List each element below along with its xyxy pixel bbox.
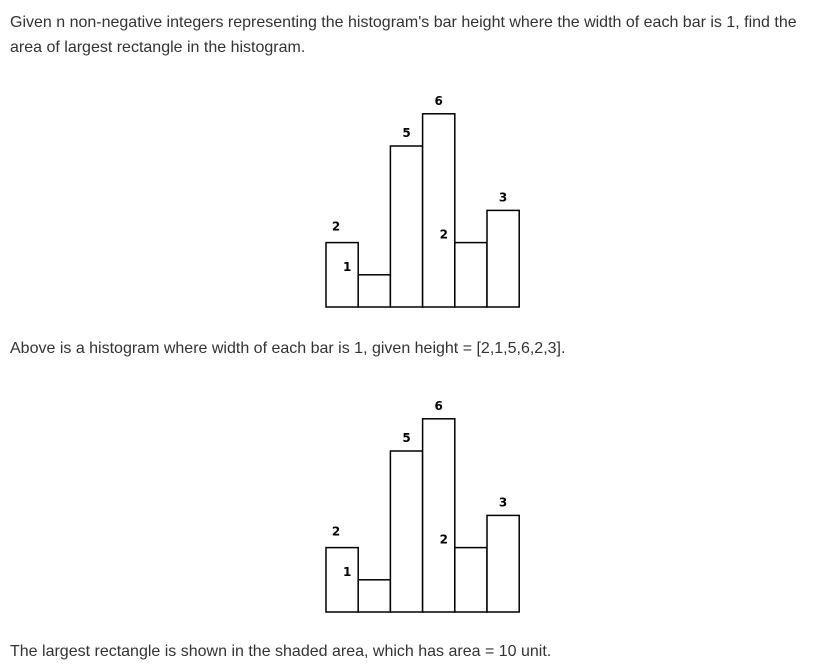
- highlight-histogram-bar-1: [357, 579, 392, 613]
- histogram-bar-label-5: 3: [499, 190, 507, 204]
- histogram-bar-2: [389, 145, 424, 308]
- histogram-bar-3: [421, 113, 456, 308]
- histogram-bar-label-3: 6: [435, 94, 443, 108]
- histogram-bar-label-0: 2: [332, 220, 340, 234]
- histogram-bar-label-4: 2: [440, 228, 448, 242]
- highlight-histogram-bar-label-4: 2: [440, 533, 448, 547]
- histogram-diagram: 2 1 5 6 2 3: [325, 94, 520, 308]
- highlight-histogram-bar-2: [389, 450, 424, 613]
- highlight-histogram-bar-label-2: 5: [402, 431, 410, 445]
- histogram-bar-1: [357, 274, 392, 308]
- histogram-bar-0: [325, 241, 359, 308]
- highlight-histogram-bar-4: [454, 546, 488, 613]
- histogram-largest-rectangle-diagram: 2 1 5 6 2 3: [325, 399, 520, 613]
- highlight-histogram-bar-label-1: 1: [343, 565, 351, 579]
- highlight-histogram-bar-0: [325, 546, 359, 613]
- problem-statement: Given n non-negative integers representi…: [10, 14, 797, 56]
- histogram-bar-4: [454, 241, 488, 308]
- histogram-bar-label-1: 1: [343, 260, 351, 274]
- highlight-histogram-bar-3: [421, 418, 456, 613]
- highlight-histogram-bar-label-0: 2: [332, 525, 340, 539]
- highlight-histogram-bar-5: [486, 514, 520, 613]
- histogram-bar-label-2: 5: [402, 126, 410, 140]
- histogram-caption: Above is a histogram where width of each…: [10, 340, 566, 357]
- highlight-histogram-bar-label-5: 3: [499, 495, 507, 509]
- highlight-histogram-bar-label-3: 6: [435, 399, 443, 413]
- histogram-bar-5: [486, 209, 520, 308]
- result-statement: The largest rectangle is shown in the sh…: [10, 643, 552, 660]
